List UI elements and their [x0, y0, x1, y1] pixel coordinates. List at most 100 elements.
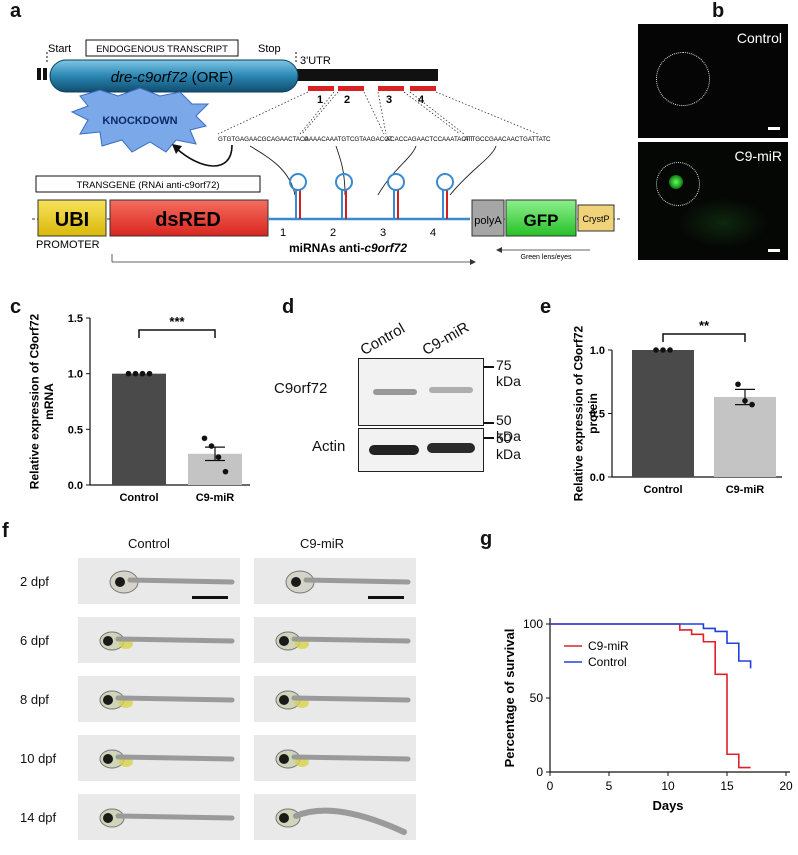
- x-tick-label: 0: [547, 779, 554, 793]
- larva-eye: [279, 754, 289, 764]
- image-c9mir: C9-miR: [638, 142, 788, 260]
- y-axis-label: Relative expression of C9orf72protein: [571, 325, 599, 501]
- y-tick-label: 1.5: [68, 313, 83, 325]
- data-point: [735, 381, 741, 388]
- target-site-3: [378, 86, 404, 91]
- polya-label: polyA: [474, 215, 502, 227]
- larva-image: [78, 558, 240, 604]
- larva-image: [254, 676, 416, 722]
- band-label-actin: Actin: [312, 438, 346, 455]
- marker-75: 75 kDa: [496, 357, 521, 389]
- panel-label-a: a: [10, 0, 22, 22]
- panel-label-b: b: [712, 0, 725, 22]
- y-tick-label: 0.0: [68, 480, 83, 492]
- site-num-3: 3: [386, 94, 392, 106]
- row-label: 10 dpf: [20, 751, 57, 766]
- marker-tick: [484, 366, 494, 368]
- data-point: [742, 398, 748, 404]
- larva-image: [78, 735, 240, 781]
- eye-outline: [656, 162, 700, 206]
- transcript-start-mark: [37, 68, 41, 80]
- transgene-box: [35, 175, 261, 193]
- row-label: 2 dpf: [20, 574, 49, 589]
- larva-eye: [103, 813, 113, 823]
- marker-tick: [484, 437, 494, 439]
- y-tick-label: 0: [536, 765, 543, 779]
- actin-band-control: [369, 445, 419, 455]
- larva-image: [78, 617, 240, 663]
- embryo-faint: [678, 198, 768, 248]
- actin-band-c9mir: [427, 443, 475, 453]
- stop-label: Stop: [258, 43, 281, 55]
- polya-block: [471, 199, 505, 237]
- larva-body: [303, 577, 411, 585]
- sequence-leader-lines: [217, 91, 539, 135]
- data-point: [146, 370, 153, 377]
- data-point: [222, 468, 229, 475]
- panel-d-western: Control C9-miR C9orf72 Actin 75 kDa 50 k…: [274, 300, 540, 480]
- hairpin-num-4: 4: [430, 227, 436, 239]
- panel-label-e: e: [540, 296, 552, 318]
- larva-image: [254, 558, 416, 604]
- significance-label: **: [699, 318, 710, 333]
- x-tick-label: C9-miR: [726, 484, 765, 496]
- blot-actin: [358, 428, 484, 472]
- band-control: [373, 389, 417, 395]
- larva-body: [291, 754, 411, 762]
- panel-c-chart: 0.0 0.5 1.0 1.5 Relative expression of C9orf…: [27, 313, 250, 504]
- x-tick-label: 10: [661, 779, 675, 793]
- orf-label: dre-c9orf72 (ORF): [111, 69, 234, 86]
- larva-eye: [279, 695, 289, 705]
- panel-a-diagram: Start ENDOGENOUS TRANSCRIPT Stop 3'UTR d…: [32, 39, 620, 265]
- row-label: 8 dpf: [20, 692, 49, 707]
- significance-label: ***: [169, 314, 185, 329]
- x-tick-label: Control: [119, 492, 158, 504]
- larva-eye: [115, 577, 125, 587]
- lane-label-c9mir: C9-miR: [419, 318, 473, 359]
- larva-eye: [103, 636, 113, 646]
- panel-label-d: d: [282, 296, 295, 318]
- marker-tick: [484, 422, 494, 424]
- larva-body: [293, 807, 407, 835]
- site-num-1: 1: [317, 94, 323, 106]
- gfp-block: [505, 199, 577, 237]
- transcript-start-mark-2: [43, 68, 47, 80]
- larva-image: [254, 794, 416, 840]
- hairpin-num-2: 2: [330, 227, 336, 239]
- legend-label: Control: [588, 655, 627, 669]
- data-point: [653, 347, 659, 353]
- y-tick-label: 0.0: [590, 472, 605, 484]
- y-tick-label: 0.5: [590, 409, 605, 421]
- data-point: [208, 443, 215, 449]
- y-axis-label: Percentage of survival: [502, 629, 517, 768]
- crystp-label: CrystP: [583, 214, 610, 224]
- x-axis-label: Days: [652, 798, 683, 813]
- survival-line-c9-mir: [550, 623, 751, 769]
- larva-image: [254, 617, 416, 663]
- band-c9mir: [429, 387, 473, 393]
- sequence-3: ACACCAGAACTCCAAATACTT: [386, 136, 474, 143]
- larva-body: [291, 695, 411, 703]
- image-c9mir-label: C9-miR: [734, 148, 782, 164]
- larva-eye: [279, 636, 289, 646]
- mirna-label: miRNAs anti-c9orf72: [289, 241, 407, 255]
- data-point: [201, 435, 208, 442]
- orf-block: [49, 59, 299, 93]
- hairpins: [289, 173, 454, 219]
- promoter-label: PROMOTER: [36, 239, 100, 251]
- data-point: [749, 401, 755, 408]
- scale-bar: [768, 127, 780, 130]
- data-point: [667, 347, 673, 353]
- bar-c9-mir: [714, 396, 776, 477]
- larva-body: [115, 754, 235, 762]
- image-control-label: Control: [736, 30, 782, 46]
- start-label: Start: [48, 43, 71, 55]
- larva-image: [78, 676, 240, 722]
- row-label: 6 dpf: [20, 633, 49, 648]
- marker-50a: 50 kDa: [496, 412, 521, 444]
- x-tick-label: 20: [779, 779, 793, 793]
- utr-label: 3'UTR: [300, 55, 331, 67]
- target-site-2: [338, 86, 364, 91]
- ubi-block: [37, 199, 107, 237]
- lane-label-control: Control: [357, 320, 408, 359]
